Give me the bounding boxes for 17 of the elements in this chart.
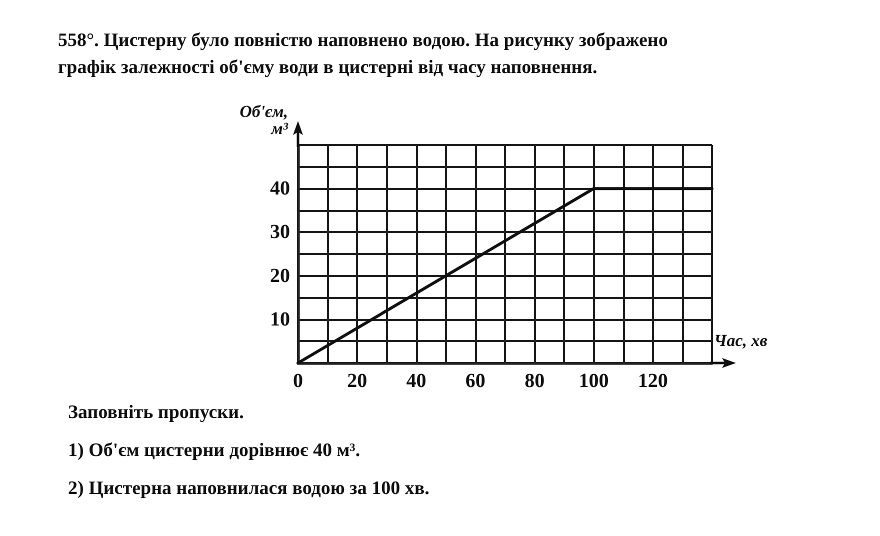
x-tick-label: 60 <box>465 370 486 392</box>
x-axis-title: Час, хв <box>714 331 768 350</box>
x-tick-label: 20 <box>347 370 368 392</box>
x-tick-label: 80 <box>524 370 545 392</box>
x-tick-label: 120 <box>638 370 668 392</box>
y-tick-label: 40 <box>270 178 290 200</box>
y-tick-label: 10 <box>270 308 290 330</box>
chart-title: 558°. Цистерну було повністю наповнено водою. На рисунку зображено графік залежності об'єму води в цистерні від часу наповнення. <box>58 30 668 78</box>
y-axis-title: Об'єм, м³ <box>240 102 289 138</box>
x-tick-label: 0 <box>293 370 303 392</box>
text: 1) Об'єм цистерни дорівнює 40 м³. <box>68 440 360 461</box>
x-tick-label: 40 <box>406 370 426 392</box>
x-tick-label: 100 <box>578 370 609 392</box>
text: 2) Цистерна наповнилася водою за 100 хв. <box>68 478 430 499</box>
y-tick-label: 30 <box>270 221 290 244</box>
y-tick-label: 20 <box>270 264 290 287</box>
text: Заповніть пропуски. <box>68 402 244 423</box>
